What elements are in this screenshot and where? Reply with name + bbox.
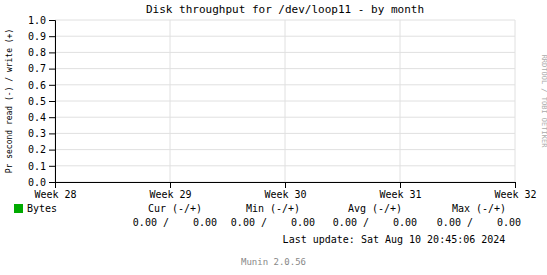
y-tick-mark	[49, 52, 55, 53]
y-tick-mark	[49, 150, 55, 151]
y-tick: 0.0	[28, 177, 55, 188]
grid-line-x	[170, 20, 171, 182]
y-tick-mark	[49, 117, 55, 118]
y-tick: 0.6	[28, 80, 55, 91]
y-axis-title: Pr second read (-) / write (+)	[5, 29, 14, 174]
watermark: RRDTOOL / TOBI OETIKER	[540, 55, 547, 149]
y-tick-label: 0.8	[28, 47, 46, 58]
grid-line-x	[400, 20, 401, 182]
y-axis: 0.0 0.1 0.2 0.3 0.4 0.5 0.6 0.7 0.8 0.9 1.0	[28, 15, 56, 188]
y-tick-label: 1.0	[28, 15, 46, 26]
x-tick-mark	[170, 182, 171, 188]
y-tick: 0.8	[28, 47, 55, 58]
x-tick-label: Week 28	[34, 189, 76, 200]
y-tick: 0.5	[28, 96, 55, 107]
x-axis: Week 28 Week 29 Week 30 Week 31 Week 32	[34, 182, 536, 200]
y-tick: 0.1	[28, 161, 55, 172]
y-tick-mark	[49, 69, 55, 70]
y-tick-label: 0.5	[28, 96, 46, 107]
y-tick: 0.4	[28, 112, 55, 123]
x-tick-label: Week 30	[264, 189, 306, 200]
legend-label: Bytes	[27, 203, 57, 214]
x-tick: Week 30	[264, 182, 306, 200]
y-tick-label: 0.2	[28, 144, 46, 155]
y-tick-label: 0.0	[28, 177, 46, 188]
y-tick: 0.3	[28, 128, 55, 139]
y-tick-mark	[49, 133, 55, 134]
legend-swatch	[14, 204, 23, 213]
version: Munin 2.0.56	[241, 257, 306, 267]
x-tick: Week 32	[494, 182, 536, 200]
stat-header: Avg (-/+)	[348, 203, 402, 214]
stat-value: 0.00 / 0.00	[133, 217, 217, 228]
grid-line-x	[285, 20, 286, 182]
y-tick-label: 0.3	[28, 128, 46, 139]
x-tick-mark	[400, 182, 401, 188]
y-tick: 0.2	[28, 144, 55, 155]
y-tick-mark	[49, 182, 55, 183]
y-tick-label: 0.9	[28, 31, 46, 42]
y-tick-label: 0.7	[28, 63, 46, 74]
y-tick-mark	[49, 101, 55, 102]
y-tick-mark	[49, 85, 55, 86]
stat-header: Min (-/+)	[246, 203, 300, 214]
x-tick-label: Week 32	[494, 189, 536, 200]
grid-line-x	[515, 20, 516, 182]
legend-item: Bytes	[14, 203, 57, 214]
x-tick-mark	[285, 182, 286, 188]
title: Disk throughput for /dev/loop11 - by mon…	[146, 3, 424, 16]
y-tick: 1.0	[28, 15, 55, 26]
stat-value: 0.00 / 0.00	[437, 217, 521, 228]
stat-value: 0.00 / 0.00	[333, 217, 417, 228]
y-tick-label: 0.4	[28, 112, 46, 123]
x-tick-label: Week 29	[149, 189, 191, 200]
stat-value: 0.00 / 0.00	[231, 217, 315, 228]
y-axis-line	[49, 21, 56, 183]
y-tick-mark	[49, 36, 55, 37]
x-tick: Week 31	[379, 182, 421, 200]
x-axis-line	[56, 183, 516, 189]
last-update: Last update: Sat Aug 10 20:45:06 2024	[283, 234, 506, 245]
y-tick-mark	[49, 166, 55, 167]
x-tick: Week 29	[149, 182, 191, 200]
grid	[55, 20, 515, 182]
y-tick-label: 0.1	[28, 161, 46, 172]
y-tick: 0.7	[28, 63, 55, 74]
plot: Week 28Week 29Week 30Week 31Week 320.00.…	[28, 15, 537, 200]
y-tick-mark	[49, 20, 55, 21]
chart: Week 28Week 29Week 30Week 31Week 320.00.…	[0, 0, 547, 275]
x-tick-label: Week 31	[379, 189, 421, 200]
y-tick-label: 0.6	[28, 80, 46, 91]
x-tick-mark	[515, 182, 516, 188]
stat-header: Cur (-/+)	[148, 203, 202, 214]
y-tick: 0.9	[28, 31, 55, 42]
stat-header: Max (-/+)	[452, 203, 506, 214]
